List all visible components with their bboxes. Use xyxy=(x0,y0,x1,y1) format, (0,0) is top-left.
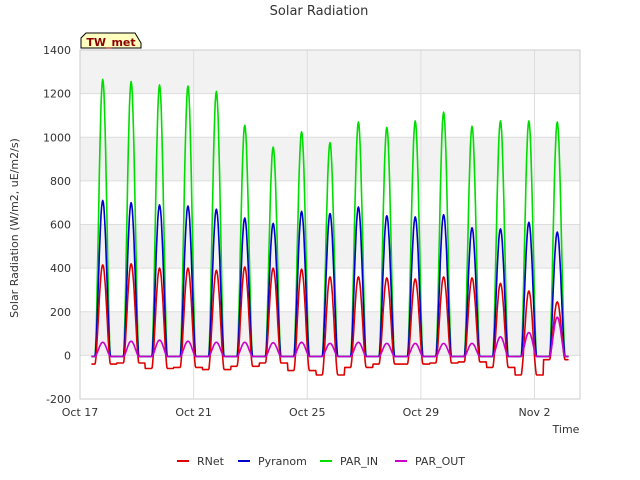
y-tick-labels: -200 0 200 400 600 800 1000 1200 1400 xyxy=(43,44,71,406)
y-tick-label: -200 xyxy=(46,393,71,406)
legend-item-pyranom: Pyranom xyxy=(238,455,307,468)
legend-label: PAR_OUT xyxy=(415,455,465,468)
legend-label: RNet xyxy=(197,455,225,468)
x-axis-title: Time xyxy=(552,423,580,436)
series-line-par-out xyxy=(91,316,569,358)
y-tick-label: 0 xyxy=(64,349,71,362)
station-badge: TW_met xyxy=(80,32,142,49)
x-tick-labels: Oct 17 Oct 21 Oct 25 Oct 29 Nov 2 xyxy=(62,406,551,419)
y-tick-label: 600 xyxy=(50,219,71,232)
x-tick-label: Oct 29 xyxy=(403,406,440,419)
plot-frame xyxy=(79,49,581,400)
chart-title: Solar Radiation xyxy=(270,4,369,19)
legend-label: PAR_IN xyxy=(340,455,378,468)
legend-item-rnet: RNet xyxy=(177,455,225,468)
y-tick-label: 800 xyxy=(50,175,71,188)
background-band xyxy=(80,355,580,399)
series-lines xyxy=(91,78,569,376)
legend-item-par-in: PAR_IN xyxy=(320,455,378,468)
y-tick-label: 1200 xyxy=(43,88,71,101)
x-tick-label: Oct 25 xyxy=(289,406,326,419)
x-tick-label: Nov 2 xyxy=(519,406,551,419)
legend-item-par-out: PAR_OUT xyxy=(395,455,465,468)
y-tick-label: 1400 xyxy=(43,44,71,57)
legend: RNet Pyranom PAR_IN PAR_OUT xyxy=(177,455,465,468)
y-tick-label: 200 xyxy=(50,306,71,319)
station-badge-label: TW_met xyxy=(86,36,135,49)
legend-label: Pyranom xyxy=(258,455,307,468)
x-tick-label: Oct 17 xyxy=(62,406,99,419)
y-tick-label: 400 xyxy=(50,262,71,275)
station-badge-box xyxy=(80,32,142,49)
y-axis-title: Solar Radiation (W/m2, uE/m2/s) xyxy=(8,138,21,318)
x-tick-label: Oct 21 xyxy=(175,406,212,419)
background-band xyxy=(80,93,580,138)
series-line-rnet xyxy=(91,262,569,376)
background-band xyxy=(80,50,580,94)
y-tick-label: 1000 xyxy=(43,131,71,144)
